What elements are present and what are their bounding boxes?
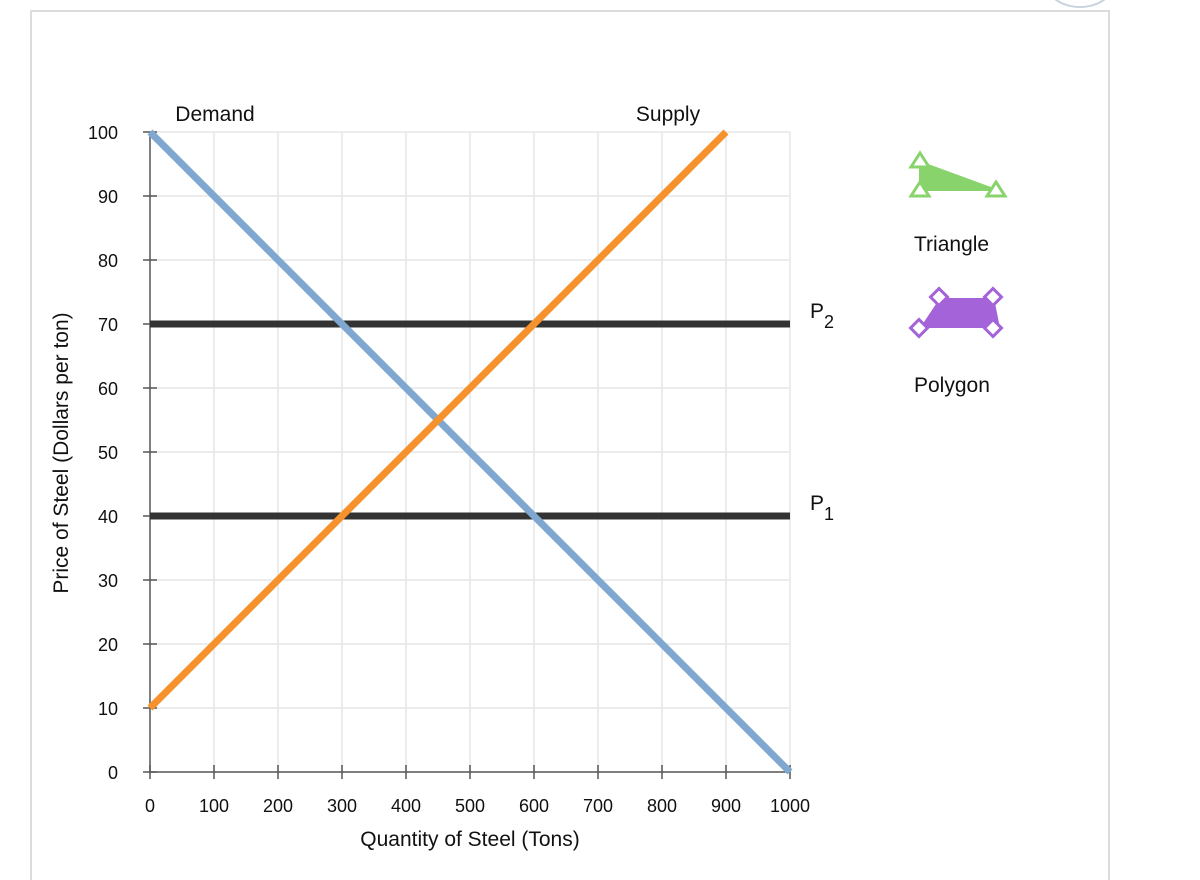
x-tick-label: 300 (327, 796, 357, 816)
y-tick-label: 90 (98, 187, 118, 207)
y-tick-label: 30 (98, 571, 118, 591)
polygon-tool[interactable] (908, 286, 1004, 339)
polygon-vertex-icon (982, 317, 1004, 339)
x-tick-label: 0 (145, 796, 155, 816)
x-tick-label: 400 (391, 796, 421, 816)
x-tick-label: 1000 (770, 796, 810, 816)
y-tick-label: 20 (98, 635, 118, 655)
triangle-tool[interactable] (908, 150, 1008, 198)
x-tick-label: 200 (263, 796, 293, 816)
graph-panel (30, 10, 1110, 880)
x-tick-label: 700 (583, 796, 613, 816)
series-line-supply[interactable] (147, 129, 729, 711)
y-tick-label: 0 (108, 763, 118, 783)
triangle-vertex-icon (908, 179, 932, 198)
triangle-vertex-icon (908, 150, 932, 169)
polygon-tool-label[interactable]: Polygon (914, 374, 990, 397)
y-tick-label: 50 (98, 443, 118, 463)
y-tick-label: 60 (98, 379, 118, 399)
x-tick-label: 100 (199, 796, 229, 816)
triangle-tool-icon (919, 160, 997, 191)
y-tick-label: 10 (98, 699, 118, 719)
series-label-demand: Demand (175, 103, 254, 126)
x-tick-label: 800 (647, 796, 677, 816)
series (147, 129, 793, 775)
polygon-vertex-icon (928, 286, 950, 308)
series-line-demand[interactable] (147, 129, 793, 775)
x-tick-label: 600 (519, 796, 549, 816)
y-tick-label: 70 (98, 315, 118, 335)
labels: P2 P1 Demand Supply (175, 103, 834, 524)
polygon-vertex-icon (982, 286, 1004, 308)
y-tick-label: 40 (98, 507, 118, 527)
x-tick-label: 500 (455, 796, 485, 816)
ticks: 0 100 200 300 400 500 600 700 800 900 1000 0 10 20 30 4… (88, 123, 810, 816)
triangle-vertex-icon (984, 179, 1008, 198)
y-axis-label: Price of Steel (Dollars per ton) (50, 312, 73, 593)
polygon-vertex-icon (908, 317, 930, 339)
triangle-tool-label[interactable]: Triangle (914, 233, 990, 256)
x-axis-label: Quantity of Steel (Tons) (360, 828, 579, 851)
y-tick-label: 80 (98, 251, 118, 271)
series-label-supply: Supply (636, 103, 701, 126)
x-tick-label: 900 (711, 796, 741, 816)
price-line-label: P2 (810, 300, 834, 332)
y-tick-label: 100 (88, 123, 118, 143)
price-line-label: P1 (810, 492, 834, 524)
